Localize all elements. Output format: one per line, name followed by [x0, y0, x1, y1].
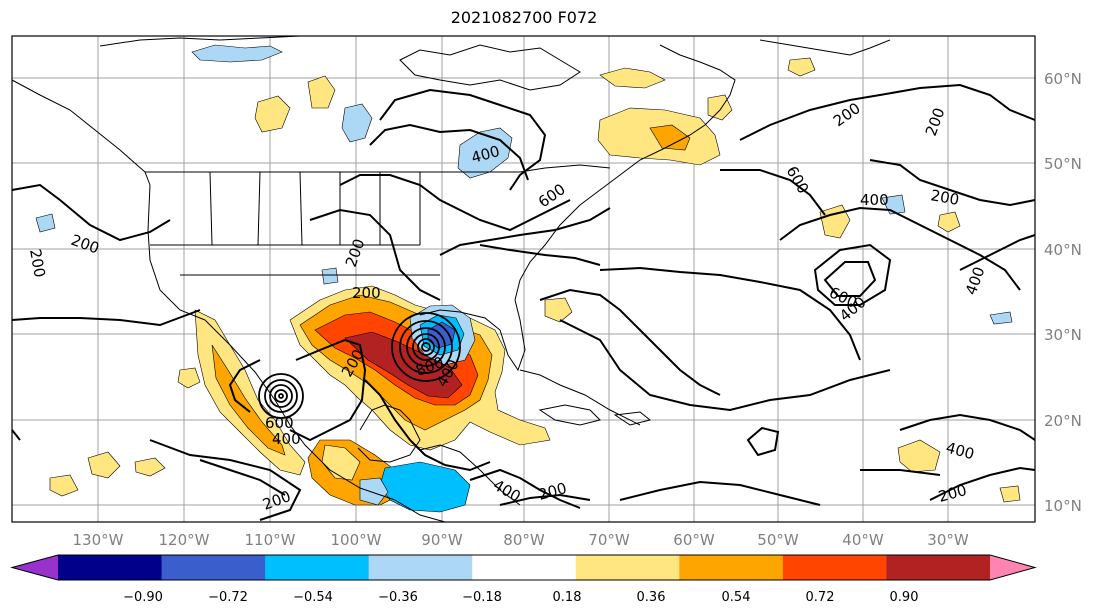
colorbar-segment [472, 555, 577, 580]
lon-label: 30°W [927, 531, 969, 549]
colorbar-segment [575, 555, 680, 580]
lon-label: 50°W [757, 531, 799, 549]
lon-label: 80°W [503, 531, 545, 549]
colorbar-extend-low [12, 555, 58, 580]
lat-label: 20°N [1044, 412, 1082, 430]
colorbar-segment [58, 555, 163, 580]
lat-label: 10°N [1044, 497, 1082, 515]
lon-label: 120°W [159, 531, 210, 549]
colorbar-tick-label: −0.72 [208, 590, 248, 605]
colorbar-segment [679, 555, 784, 580]
coastlines [11, 35, 891, 523]
colorbar-tick-label: 0.72 [806, 590, 835, 605]
colorbar-tick-label: −0.54 [293, 590, 333, 605]
colorbar-tick-label: −0.36 [378, 590, 418, 605]
lon-label: 100°W [331, 531, 382, 549]
colorbar-tick-label: −0.90 [123, 590, 163, 605]
colorbar-tick-labels: −0.90 −0.72 −0.54 −0.36 −0.18 0.18 0.36 … [123, 590, 918, 605]
longitude-labels: 130°W 120°W 110°W 100°W 90°W 80°W 70°W 6… [73, 531, 969, 549]
lon-label: 110°W [245, 531, 296, 549]
lat-label: 50°N [1044, 155, 1082, 173]
pacific-cyclone-contours [258, 373, 304, 419]
graticule [12, 36, 1035, 522]
lon-label: 60°W [673, 531, 715, 549]
map-title: 2021082700 F072 [450, 8, 598, 27]
colorbar-segment [782, 555, 887, 580]
colorbar-segment [265, 555, 370, 580]
lon-label: 130°W [73, 531, 124, 549]
gulf-cyclone-contours [391, 312, 461, 382]
map-frame [11, 35, 1036, 523]
contour-label: 200 [352, 284, 381, 302]
colorbar-tick-label: 0.36 [637, 590, 666, 605]
colorbar-segment [161, 555, 266, 580]
contour-label: 600 [265, 414, 294, 432]
contour-label: 200 [26, 248, 49, 279]
lon-label: 70°W [588, 531, 630, 549]
colorbar-tick-label: 0.54 [722, 590, 751, 605]
lon-label: 90°W [421, 531, 463, 549]
colorbar-outline [10, 554, 1037, 581]
contours [11, 83, 1036, 521]
latitude-labels: 60°N 50°N 40°N 30°N 20°N 10°N [1044, 70, 1082, 515]
contour-label: 400 [272, 430, 301, 448]
colorbar [10, 554, 1037, 581]
contour-label: 400 [860, 191, 889, 209]
contour-label: 200 [929, 186, 960, 209]
lat-label: 30°N [1044, 326, 1082, 344]
colorbar-tick-label: 0.18 [553, 590, 582, 605]
colorbar-tick-label: −0.18 [462, 590, 502, 605]
lon-label: 40°W [842, 531, 884, 549]
lat-label: 60°N [1044, 70, 1082, 88]
colorbar-segment [886, 555, 991, 580]
lat-label: 40°N [1044, 241, 1082, 259]
colorbar-extend-high [990, 555, 1035, 580]
colorbar-segment [368, 555, 473, 580]
colorbar-tick-label: 0.90 [890, 590, 919, 605]
